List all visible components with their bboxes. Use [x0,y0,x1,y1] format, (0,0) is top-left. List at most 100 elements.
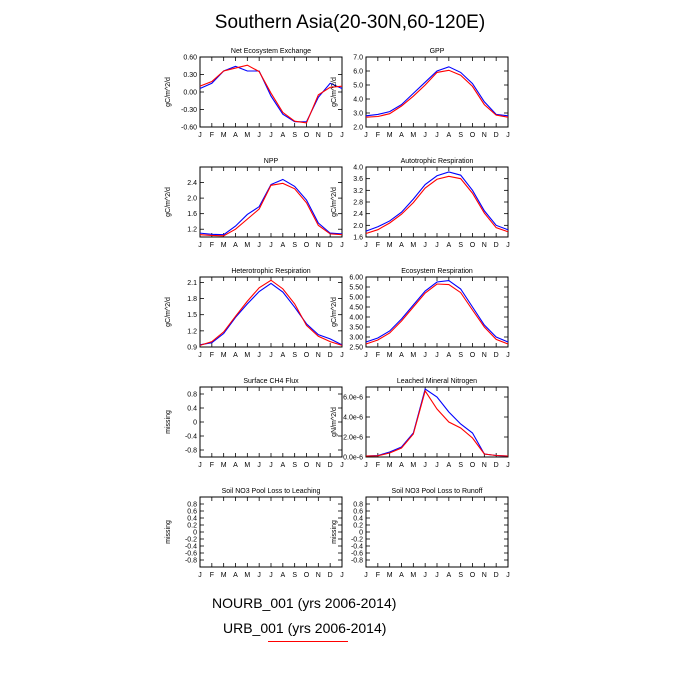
x-tick-label: M [410,462,416,469]
y-tick-label: 0.00 [183,90,197,97]
y-axis-label: gC/m^2/d [331,187,338,217]
x-tick-label: J [435,462,439,469]
x-tick-label: A [446,462,451,469]
y-axis-label: gC/m^2/d [165,187,172,217]
series-line-urb [199,182,343,237]
x-tick-label: S [292,132,297,139]
series-line-urb [365,283,509,345]
x-tick-label: N [482,132,487,139]
x-tick-label: F [210,352,214,359]
x-tick-label: M [410,572,416,579]
plot-frame [365,166,509,238]
x-tick-label: O [470,132,476,139]
y-tick-label: 2.0 [353,125,363,132]
x-tick-label: J [198,352,202,359]
y-tick-label: -0.4 [185,434,197,441]
y-tick-label: 4.0 [353,165,363,172]
x-tick-label: F [376,462,380,469]
x-tick-label: A [233,352,238,359]
x-tick-label: A [399,352,404,359]
x-tick-label: J [364,132,368,139]
panel-title: Leached Mineral Nitrogen [397,378,477,385]
x-tick-label: M [244,352,250,359]
y-tick-label: 1.6 [353,235,363,242]
x-tick-label: O [304,462,310,469]
y-tick-label: 3.00 [349,335,363,342]
x-tick-label: F [210,462,214,469]
x-tick-label: J [423,132,427,139]
y-tick-label: 2.0 [353,223,363,230]
x-tick-label: O [304,572,310,579]
x-tick-label: J [435,572,439,579]
x-tick-label: J [198,242,202,249]
x-tick-label: A [446,572,451,579]
x-tick-label: N [482,242,487,249]
x-tick-label: M [410,132,416,139]
x-tick-label: D [494,572,499,579]
x-tick-label: J [198,462,202,469]
x-tick-label: O [470,242,476,249]
y-tick-label: 4.0 [353,97,363,104]
series-line-urb [365,69,509,118]
x-tick-label: D [494,242,499,249]
x-tick-label: J [257,462,261,469]
y-tick-label: 0 [193,420,197,427]
y-tick-label: 5.50 [349,285,363,292]
y-tick-label: -0.8 [185,448,197,455]
x-tick-label: O [470,352,476,359]
y-tick-label: 0.9 [187,345,197,352]
x-tick-label: M [387,132,393,139]
x-tick-label: J [340,352,344,359]
x-tick-label: A [233,572,238,579]
y-tick-label: 1.2 [187,227,197,234]
y-tick-label: -0.8 [185,558,197,565]
figure-title: Southern Asia(20-30N,60-120E) [214,12,486,33]
series-line-nourb [365,388,509,457]
plot-frame [199,386,343,458]
x-tick-label: J [364,572,368,579]
x-tick-label: J [257,132,261,139]
y-tick-label: -0.8 [351,558,363,565]
y-tick-label: 2.4 [187,180,197,187]
x-tick-label: S [458,462,463,469]
legend-swatch-urb [268,641,348,642]
x-tick-label: M [244,242,250,249]
x-tick-label: A [446,242,451,249]
y-tick-label: 0.6 [353,509,363,516]
y-axis-label: gC/m^2/d [165,77,172,107]
x-tick-label: A [399,462,404,469]
x-tick-label: D [328,352,333,359]
y-tick-label: 7.0 [353,55,363,62]
x-tick-label: S [292,352,297,359]
y-tick-label: -0.4 [185,544,197,551]
y-tick-label: 2.50 [349,345,363,352]
y-tick-label: 1.8 [187,296,197,303]
y-axis-label: gC/m^2/d [165,297,172,327]
x-tick-label: M [221,352,227,359]
y-tick-label: 5.00 [349,295,363,302]
x-tick-label: N [316,132,321,139]
panel-title: Net Ecosystem Exchange [231,48,311,55]
plot-frame [199,496,343,568]
x-tick-label: S [292,572,297,579]
x-tick-label: J [340,242,344,249]
series-line-urb [199,64,343,124]
x-tick-label: J [435,242,439,249]
y-tick-label: 0.4 [187,406,197,413]
x-tick-label: A [280,572,285,579]
x-tick-label: J [269,132,273,139]
legend-label-nourb: NOURB_001 (yrs 2006-2014) [212,595,397,611]
x-tick-label: A [280,242,285,249]
x-tick-label: A [280,462,285,469]
x-tick-label: N [482,462,487,469]
x-tick-label: N [482,572,487,579]
x-tick-label: M [244,132,250,139]
series-line-urb [365,175,509,235]
y-tick-label: 0.8 [187,392,197,399]
plot-frame [365,56,509,128]
plot-frame [199,56,343,128]
x-tick-label: F [376,572,380,579]
x-tick-label: F [210,572,214,579]
